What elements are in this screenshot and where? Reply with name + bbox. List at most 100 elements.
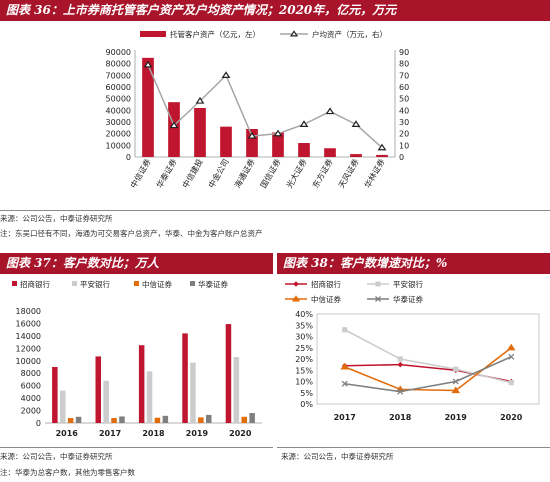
x-category-label: 中金公司 — [206, 157, 231, 190]
y-tick-label: 8000 — [21, 369, 41, 378]
y-right-tick-label: 80 — [399, 60, 409, 69]
x-category-label: 国信证券 — [258, 157, 283, 190]
fig38-source: 来源：公司公告，中泰证券研究所 — [281, 452, 394, 461]
x-category-label: 中信建投 — [180, 157, 205, 190]
bar-clients — [225, 324, 232, 423]
bar-assets — [194, 108, 206, 157]
y-left-tick-label: 80000 — [106, 60, 131, 69]
bar-clients — [206, 414, 212, 423]
point-growth — [397, 356, 403, 362]
bar-clients — [182, 333, 188, 423]
y-tick-label: 18000 — [16, 307, 41, 316]
x-category-label: 2019 — [445, 413, 468, 422]
x-category-label: 中信证券 — [128, 157, 153, 190]
y-left-tick-label: 10000 — [106, 141, 131, 150]
y-tick-label: 0% — [300, 400, 313, 409]
point-avg-assets — [195, 96, 205, 104]
bar-assets — [246, 129, 258, 157]
point-growth — [451, 386, 461, 394]
legend-swatch — [12, 281, 17, 286]
bar-clients — [111, 418, 117, 423]
y-tick-label: 2000 — [21, 407, 41, 416]
legend-swatch — [72, 281, 77, 286]
point-growth — [341, 380, 348, 387]
point-growth — [397, 388, 404, 395]
x-category-label: 华林证券 — [362, 157, 387, 190]
point-avg-assets — [169, 121, 179, 129]
y-tick-label: 5% — [300, 389, 313, 398]
fig38-title: 图表 38：客户数增速对比；% — [277, 253, 550, 274]
y-right-tick-label: 90 — [399, 48, 409, 57]
bar-clients — [60, 390, 66, 423]
bar-assets — [272, 132, 284, 157]
legend-label: 中信证券 — [142, 279, 172, 289]
bar-clients — [190, 362, 196, 423]
line-growth — [344, 347, 512, 392]
x-category-label: 天风证券 — [336, 157, 361, 190]
point-growth — [340, 362, 350, 370]
legend-label: 招商银行 — [311, 279, 341, 289]
legend-marker — [293, 281, 299, 287]
y-tick-label: 4000 — [21, 394, 41, 403]
x-category-label: 东方证券 — [310, 157, 335, 190]
legend-label: 华泰证券 — [393, 294, 423, 304]
fig37-chart: 招商银行 平安银行 中信证券 华泰证券 0 2000 4000 6000 8000 10000 12… — [12, 279, 262, 438]
fig36-source: 来源：公司公告，中泰证券研究所 — [0, 214, 113, 223]
bar-clients — [233, 357, 240, 423]
y-left-tick-label: 30000 — [106, 118, 131, 127]
legend-swatch — [134, 281, 139, 286]
y-right-tick-label: 40 — [399, 106, 409, 115]
bar-assets — [142, 57, 154, 158]
y-right-tick-label: 70 — [399, 71, 409, 80]
y-tick-label: 15% — [295, 366, 313, 375]
y-right-tick-label: 10 — [399, 141, 409, 150]
bar-clients — [75, 416, 82, 423]
point-growth — [508, 353, 515, 360]
bar-assets — [220, 126, 232, 157]
x-category-label: 2020 — [500, 413, 523, 422]
x-category-label: 2019 — [186, 429, 209, 438]
y-left-tick-label: 0 — [126, 153, 131, 162]
y-tick-label: 10000 — [16, 357, 41, 366]
x-category-label: 2020 — [229, 429, 252, 438]
y-tick-label: 20% — [295, 355, 313, 364]
legend-swatch — [190, 281, 195, 286]
bar-assets — [168, 102, 180, 157]
bar-assets — [376, 154, 388, 157]
legend-marker-avg — [289, 30, 299, 37]
fig37-note: 注：华泰为总客户数，其他为零售客户数 — [0, 468, 135, 477]
x-category-label: 2018 — [142, 429, 165, 438]
y-tick-label: 12000 — [16, 344, 41, 353]
y-tick-label: 40% — [295, 310, 313, 319]
y-tick-label: 25% — [295, 344, 313, 353]
bar-clients — [95, 356, 101, 423]
y-tick-label: 10% — [295, 378, 313, 387]
y-right-tick-label: 20 — [399, 130, 409, 139]
y-right-tick-label: 50 — [399, 95, 409, 104]
point-avg-assets — [247, 131, 257, 139]
y-tick-label: 6000 — [21, 382, 41, 391]
y-left-tick-label: 90000 — [106, 48, 131, 57]
x-category-label: 2017 — [334, 413, 356, 422]
x-category-label: 光大证券 — [284, 157, 309, 190]
point-avg-assets — [351, 120, 361, 128]
legend-marker — [291, 295, 301, 302]
bar-clients — [162, 415, 169, 423]
bar-clients — [146, 371, 153, 423]
bar-clients — [67, 418, 74, 423]
bar-clients — [249, 413, 255, 423]
x-category-label: 2018 — [389, 413, 412, 422]
point-growth — [397, 361, 404, 368]
x-category-label: 2017 — [99, 429, 121, 438]
point-avg-assets — [273, 129, 283, 137]
bar-clients — [103, 380, 109, 423]
y-tick-label: 14000 — [16, 332, 41, 341]
legend-label: 招商银行 — [20, 279, 50, 289]
plot-frame — [316, 313, 540, 405]
y-left-tick-label: 70000 — [106, 71, 131, 80]
bar-clients — [241, 416, 247, 423]
y-tick-label: 35% — [295, 321, 313, 330]
fig37-title: 图表 37：客户数对比；万人 — [0, 253, 273, 274]
y-left-tick-label: 60000 — [106, 83, 131, 92]
point-growth — [508, 380, 514, 386]
